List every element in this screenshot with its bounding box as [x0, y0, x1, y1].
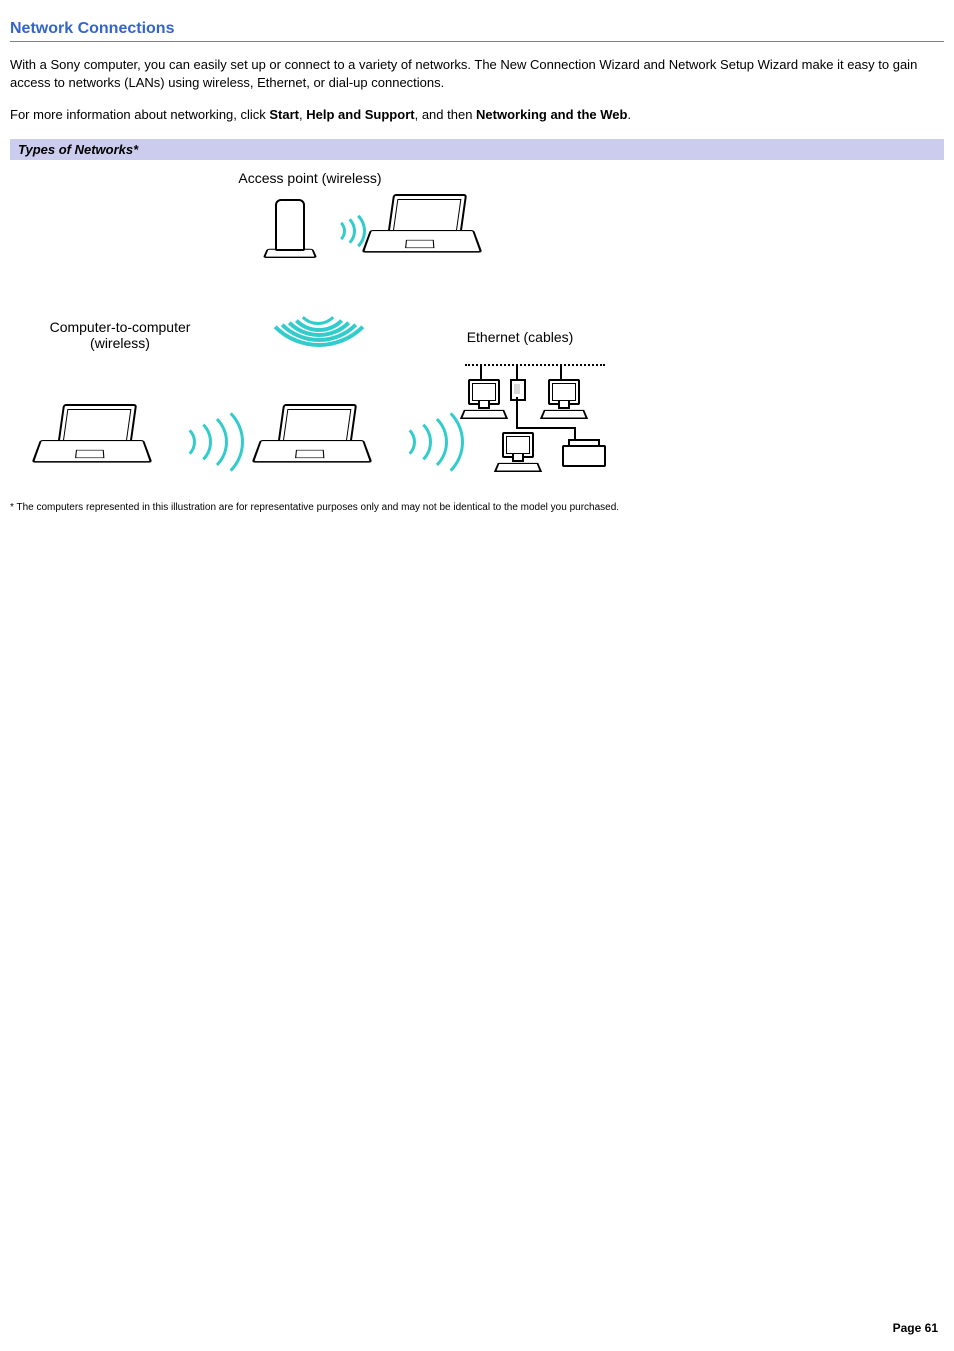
desktop-pc-icon [496, 432, 536, 474]
page-number: Page 61 [893, 1321, 938, 1335]
figure-caption: Types of Networks* [10, 139, 944, 160]
page-title: Network Connections [10, 20, 944, 38]
label-line2: (wireless) [90, 335, 150, 351]
page-container: Network Connections With a Sony computer… [0, 0, 954, 1351]
cable-icon [516, 427, 576, 429]
help-text-part: For more information about networking, c… [10, 107, 269, 122]
figure-footnote: * The computers represented in this illu… [10, 502, 944, 513]
laptop-icon [370, 194, 480, 264]
help-paragraph: For more information about networking, c… [10, 106, 944, 124]
help-text-bold-start: Start [269, 107, 299, 122]
cable-icon [516, 397, 518, 427]
help-text-part: , and then [415, 107, 476, 122]
intro-paragraph: With a Sony computer, you can easily set… [10, 56, 944, 92]
desktop-pc-icon [462, 379, 502, 421]
cable-icon [574, 427, 576, 439]
printer-icon [562, 439, 606, 467]
title-divider [10, 41, 944, 42]
cable-icon [465, 364, 605, 368]
laptop-icon [260, 404, 370, 474]
label-access-point: Access point (wireless) [200, 170, 420, 186]
hub-icon [510, 379, 526, 401]
help-text-part: . [627, 107, 631, 122]
help-text-bold-networking: Networking and the Web [476, 107, 627, 122]
desktop-pc-icon [542, 379, 582, 421]
help-text-bold-help: Help and Support [306, 107, 414, 122]
label-ethernet: Ethernet (cables) [440, 329, 600, 345]
cable-icon [516, 364, 518, 379]
network-types-diagram: Access point (wireless) Comput [10, 164, 635, 494]
laptop-icon [40, 404, 150, 474]
label-computer-to-computer: Computer-to-computer (wireless) [30, 319, 210, 351]
label-line1: Computer-to-computer [50, 319, 191, 335]
